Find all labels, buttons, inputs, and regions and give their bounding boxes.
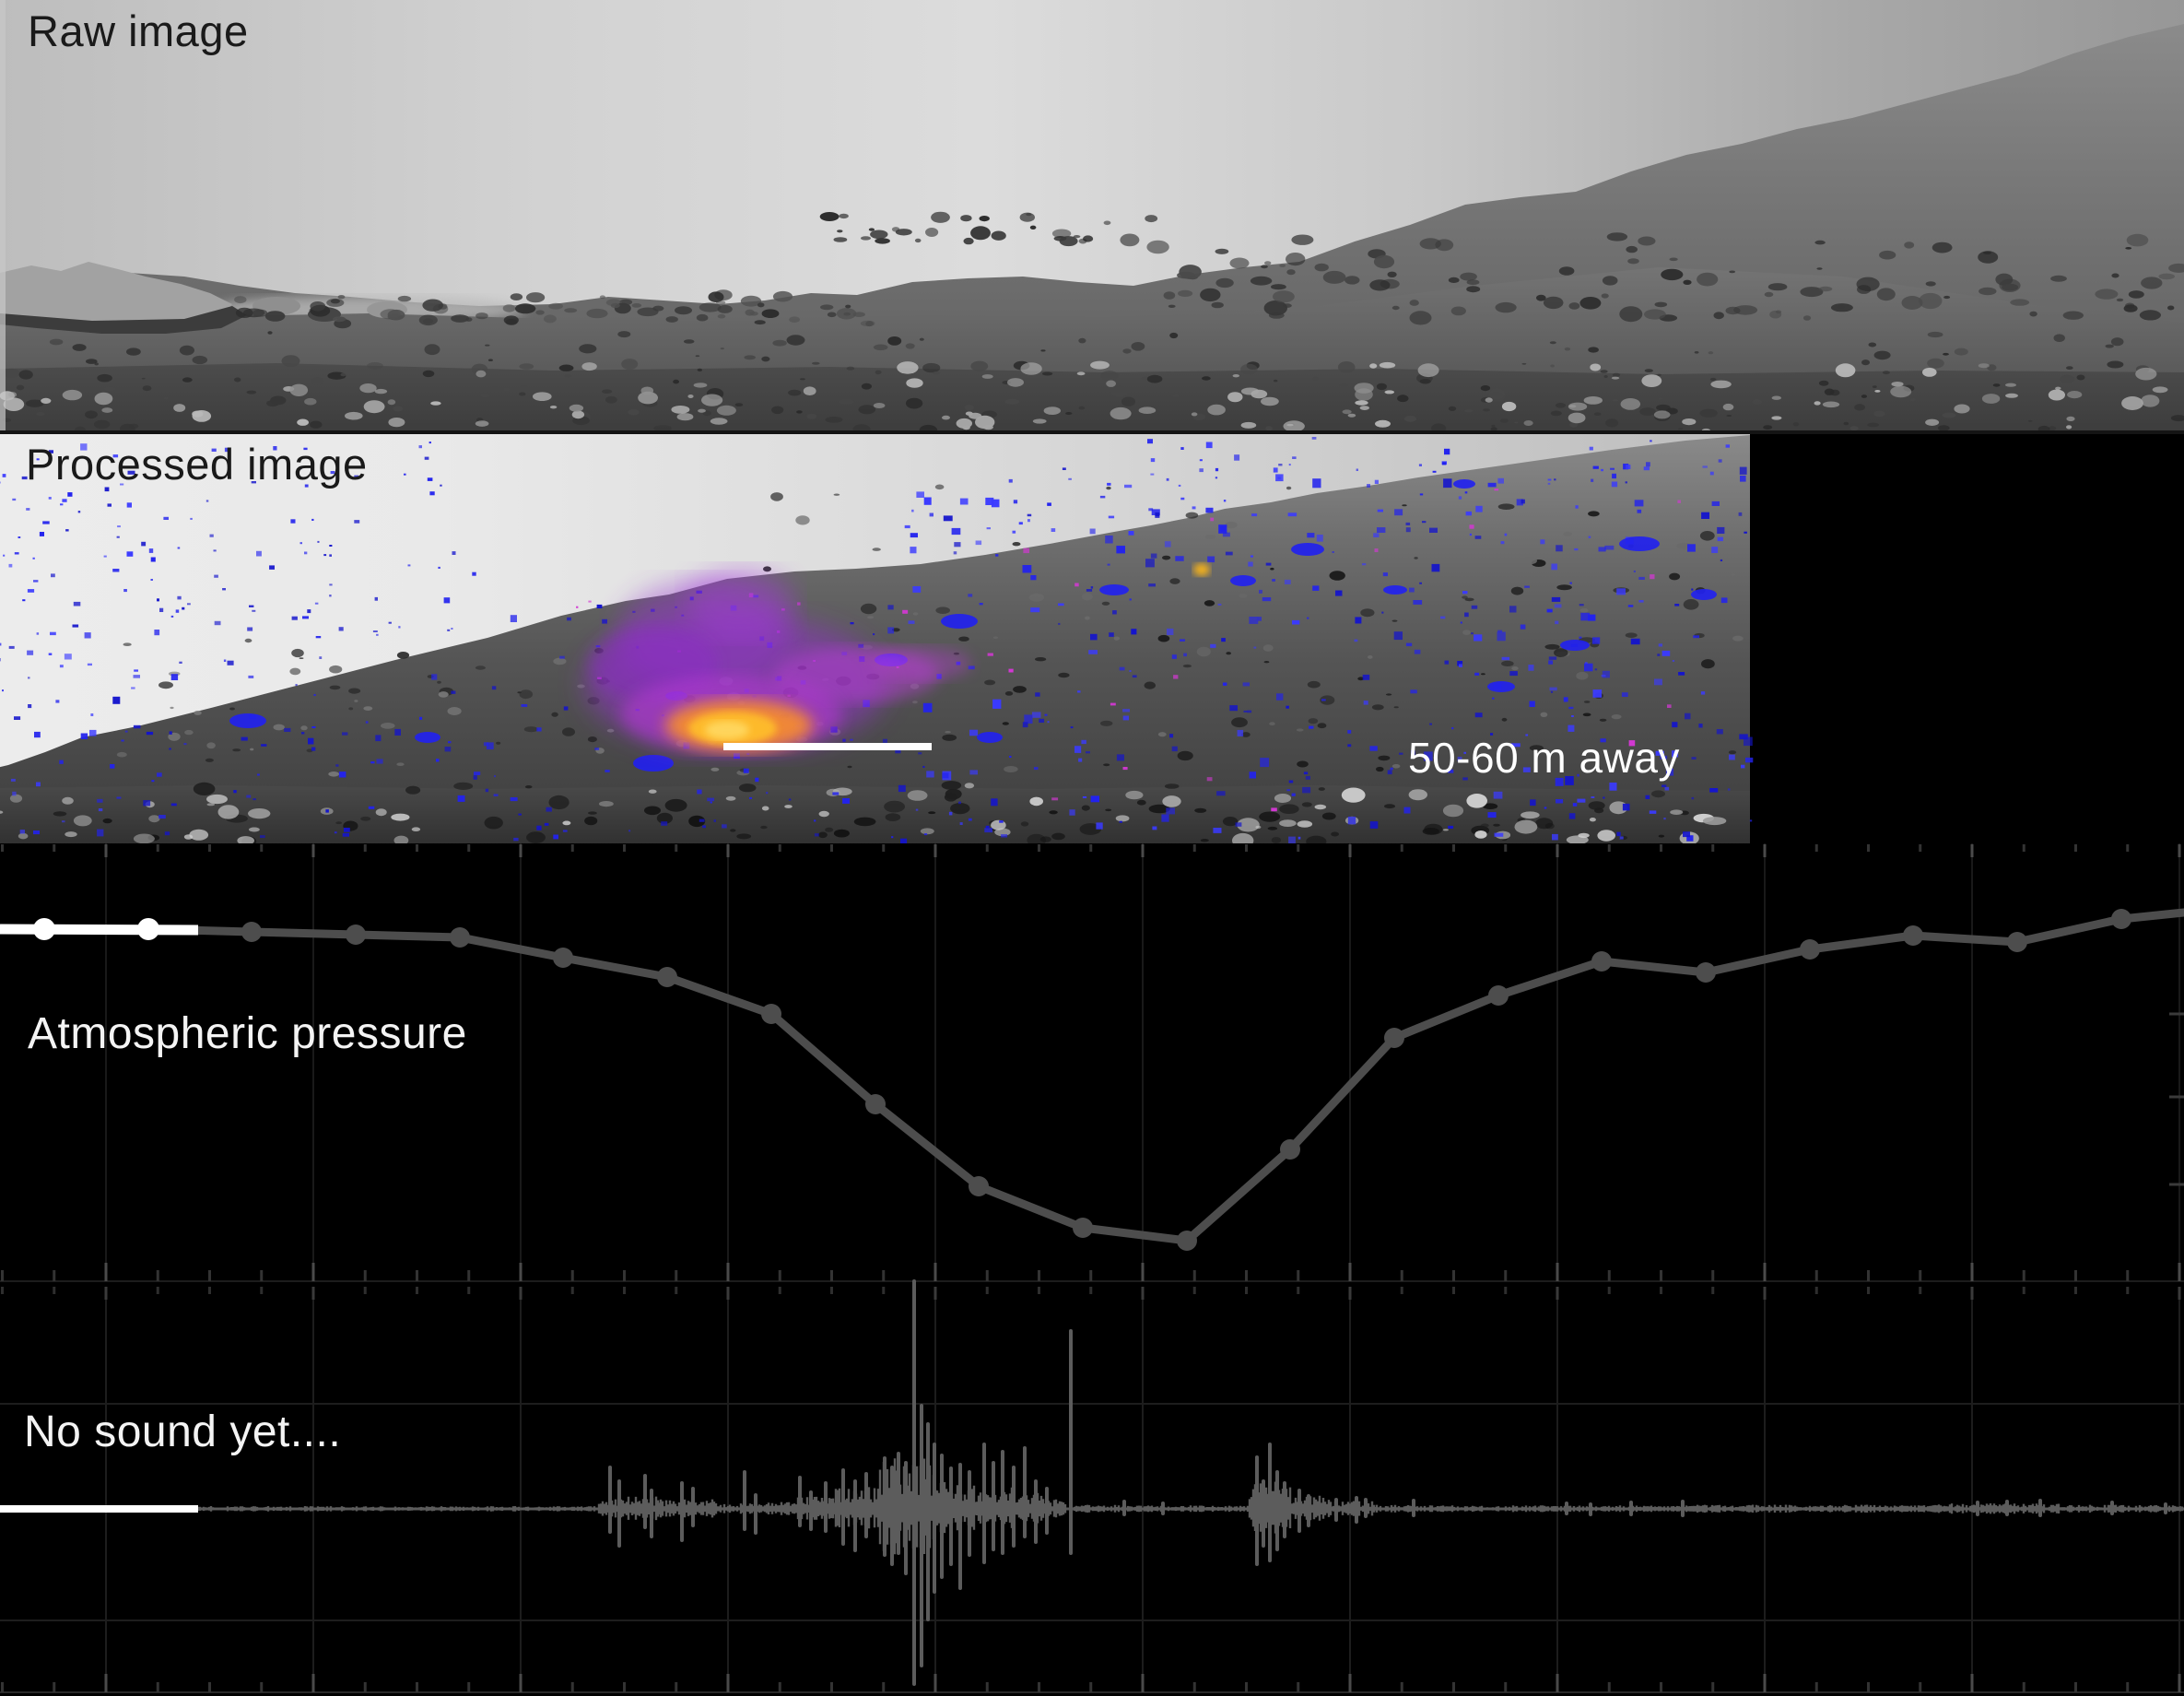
sound-chart-label: No sound yet.... xyxy=(24,1407,342,1456)
processed-mars-image xyxy=(0,434,1754,843)
distance-scale-bar xyxy=(723,743,932,750)
raw-left-outcrop-shadow xyxy=(0,306,247,334)
processed-foreground xyxy=(0,785,1750,843)
raw-rock-scatter xyxy=(0,211,2184,430)
grid-lines xyxy=(0,843,2184,1692)
sound-waveform xyxy=(0,1279,2184,1686)
processed-rock-scatter xyxy=(0,484,1744,843)
dust-devil-plume xyxy=(584,569,971,753)
raw-image-label: Raw image xyxy=(28,6,249,55)
panel-seam xyxy=(0,430,2184,434)
axis-ticks xyxy=(0,844,2184,1693)
pressure-trace xyxy=(0,908,2184,1251)
processed-image-label: Processed image xyxy=(26,440,368,489)
raw-left-edge-artifact xyxy=(0,0,6,430)
pressure-chart-label: Atmospheric pressure xyxy=(28,1009,467,1058)
raw-left-outcrop xyxy=(0,262,232,324)
raw-mars-image xyxy=(0,0,2184,430)
distance-annotation: 50-60 m away xyxy=(1408,734,1680,782)
charts-panel xyxy=(0,843,2184,1696)
big-blue-blobs xyxy=(229,479,1717,771)
hot-spot-dot xyxy=(1193,563,1210,576)
charts-background xyxy=(0,843,2184,1696)
raw-foreground xyxy=(0,363,2184,430)
